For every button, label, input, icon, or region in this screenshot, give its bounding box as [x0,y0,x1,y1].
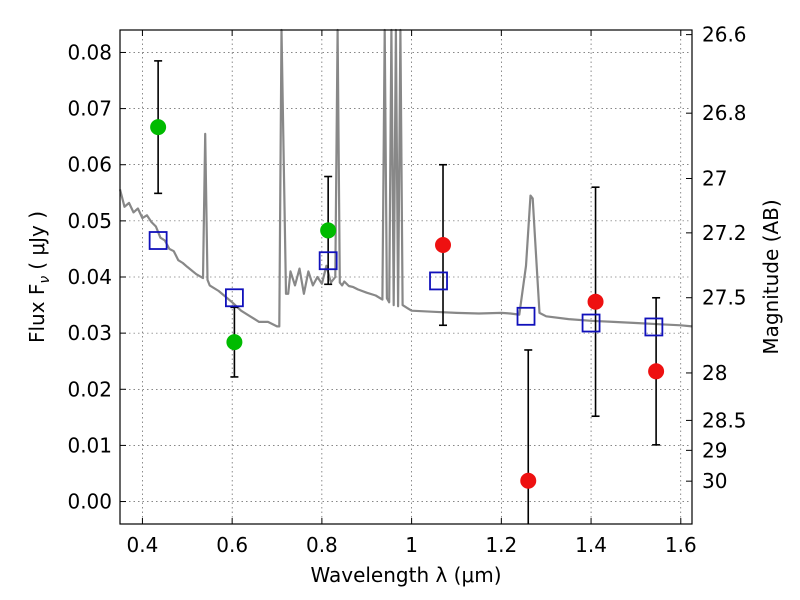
model-square [224,288,244,308]
y-tick-label: 0.02 [67,377,112,401]
y-axis-label: Flux Fν ( μJy ) [25,211,53,343]
observed-point [435,237,452,254]
model-square [516,306,536,326]
x-tick-label: 0.6 [216,533,248,557]
x-tick-label: 1.2 [485,533,517,557]
mag-tick-label: 28.5 [702,408,747,432]
mag-tick-label: 27.2 [702,221,747,245]
observed-point [648,363,665,380]
mag-tick-label: 29 [702,438,727,462]
tick-labels: 0.4 0.6 0.8 1 1.2 1.4 1.6 0.00 0.01 0.02 0.03 0.04 0… [67,23,746,557]
mag-tick-label: 26.8 [702,101,747,125]
error-bars [154,60,661,524]
x-tick-label: 1.4 [575,533,607,557]
mag-tick-label: 30 [702,469,727,493]
observed-point [587,293,604,310]
model-square [429,271,448,291]
mag-tick-label: 26.6 [702,23,747,47]
mag-tick-label: 27 [702,167,727,191]
model-square [318,251,338,271]
y-axis-label-main: Flux F [25,284,49,343]
grid-lines [120,30,692,524]
model-square [644,317,664,337]
y-tick-label: 0.00 [67,490,112,514]
y-tick-label: 0.07 [67,97,112,121]
y-axis-label-unit: ( μJy ) [25,211,49,270]
x-tick-label: 0.8 [306,533,338,557]
y-tick-label: 0.04 [67,265,112,289]
observed-point [226,334,243,351]
observed-point [150,119,167,136]
mag-tick-label: 28 [702,361,727,385]
mag-tick-label: 27.5 [702,286,747,310]
model-square [581,313,601,333]
y-tick-label: 0.03 [67,321,112,345]
observed-photometry-points [150,119,665,489]
y-tick-label: 0.06 [67,153,112,177]
y-tick-label: 0.05 [67,209,112,233]
spectrum-line [118,28,693,328]
y-axis-label-subscript: ν [37,276,53,284]
x-tick-label: 1.6 [665,533,697,557]
observed-point [320,222,337,239]
y-tick-label: 0.01 [67,433,112,457]
x-tick-label: 1 [405,533,418,557]
model-square [148,231,168,250]
observed-point [520,472,537,489]
x-axis-label: Wavelength λ (μm) [310,563,501,587]
y-tick-label: 0.08 [67,40,112,64]
template-spectrum [118,28,693,328]
model-photometry-squares [148,231,664,337]
x-tick-label: 0.4 [127,533,159,557]
axis-ticks [120,30,692,524]
y2-axis-label: Magnitude (AB) [759,199,783,354]
